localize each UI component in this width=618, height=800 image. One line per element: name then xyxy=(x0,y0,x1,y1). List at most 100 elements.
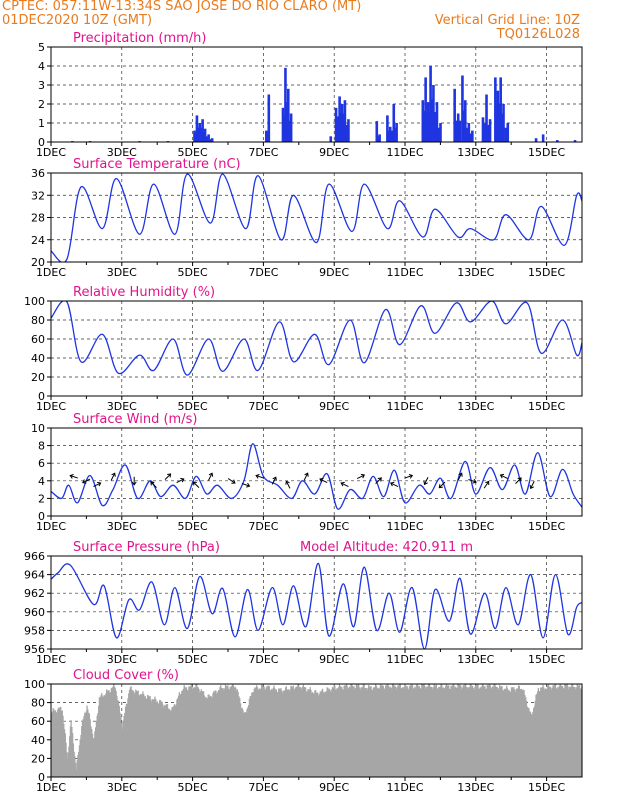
cloud-bar xyxy=(517,685,520,777)
cloud-bar xyxy=(527,707,529,777)
cloud-bar xyxy=(317,693,319,777)
wind-arrowhead xyxy=(192,481,197,486)
cloud-bar xyxy=(176,699,178,777)
wind-vector xyxy=(192,481,200,488)
y-tick-label: 32 xyxy=(31,189,45,202)
grid-line-note: Vertical Grid Line: 10Z xyxy=(434,13,580,28)
cloud-bar xyxy=(314,690,317,777)
cloud-bar xyxy=(222,688,224,777)
wind-vector xyxy=(285,480,291,489)
cloud-bar xyxy=(51,711,54,777)
precip-bar xyxy=(434,112,437,142)
cloud-bar xyxy=(461,689,463,777)
cloud-bar xyxy=(338,686,340,777)
cloud-bar xyxy=(364,687,367,777)
cloud-bar xyxy=(435,684,438,777)
cloud-bar xyxy=(369,686,371,777)
wind-arrowhead xyxy=(340,481,345,487)
cloud-bar xyxy=(101,696,104,777)
y-tick-label: 2 xyxy=(38,98,45,111)
cloud-bar xyxy=(460,686,462,777)
cloud-bar xyxy=(219,687,221,777)
cloud-bar xyxy=(63,729,66,777)
cloud-bar xyxy=(283,690,285,777)
cloud-bar xyxy=(337,689,339,777)
cloud-bar xyxy=(140,694,142,777)
cloud-bar xyxy=(235,690,238,777)
cloud-bar xyxy=(309,687,311,777)
x-tick-label: 13DEC xyxy=(457,146,494,159)
cloud-bar xyxy=(493,684,495,777)
wind-arrowhead xyxy=(246,482,251,488)
cloud-bar xyxy=(561,686,563,777)
x-tick-label: 5DEC xyxy=(178,146,208,159)
wind-arrowhead xyxy=(485,480,490,486)
cloud-bar xyxy=(446,685,448,777)
cloud-bar xyxy=(167,708,169,777)
wind-arrowhead xyxy=(319,477,324,483)
x-tick-label: 11DEC xyxy=(386,266,423,279)
cloud-bar xyxy=(492,687,495,777)
cloud-bar xyxy=(362,684,364,777)
cloud-bar xyxy=(514,691,517,777)
cloud-bar xyxy=(136,690,139,777)
cloud-bar xyxy=(57,707,60,777)
panel-0: 0 1 2 3 4 5 1DEC 3DEC 5DEC 7DEC 9DEC 11DEC 13DEC 15DE… xyxy=(36,31,583,159)
cloud-bar xyxy=(384,688,386,777)
cloud-bar xyxy=(445,684,448,777)
cloud-bar xyxy=(385,685,388,777)
cloud-bar xyxy=(421,684,423,777)
cloud-bar xyxy=(480,688,482,777)
cloud-bar xyxy=(71,733,74,777)
cloud-bar xyxy=(367,687,369,777)
cloud-bar xyxy=(518,685,520,777)
precip-bar xyxy=(426,102,430,142)
cloud-bar xyxy=(80,734,82,777)
precip-bar xyxy=(201,119,204,142)
cloud-bar xyxy=(195,684,197,777)
cloud-bar xyxy=(520,688,522,777)
cloud-bar xyxy=(237,691,239,777)
cloud-bar xyxy=(538,691,540,777)
cloud-bar xyxy=(531,714,533,777)
cloud-bar xyxy=(284,690,286,777)
cloud-bar xyxy=(331,687,334,777)
cloud-bar xyxy=(502,690,504,777)
cloud-bar xyxy=(263,686,265,777)
cloud-bar xyxy=(285,686,288,777)
cloud-bar xyxy=(467,686,469,777)
cloud-bar xyxy=(259,688,261,777)
x-tick-label: 11DEC xyxy=(386,781,423,794)
cloud-bar xyxy=(475,685,477,777)
panel-annotation: Model Altitude: 420.911 m xyxy=(300,540,473,555)
cloud-bar xyxy=(210,696,212,777)
cloud-bar xyxy=(123,716,125,777)
x-tick-label: 11DEC xyxy=(386,653,423,666)
y-tick-label: 3 xyxy=(38,79,45,92)
precip-bar xyxy=(461,75,464,142)
cloud-bar xyxy=(308,689,311,777)
cloud-bar xyxy=(177,695,180,777)
cloud-bar xyxy=(564,684,566,777)
cloud-bar xyxy=(576,684,578,777)
cloud-bar xyxy=(118,705,120,777)
x-tick-label: 1DEC xyxy=(36,781,66,794)
cloud-bar xyxy=(113,686,116,777)
precip-bar xyxy=(210,138,214,142)
cloud-bar xyxy=(104,695,106,777)
precip-bar xyxy=(200,127,203,142)
cloud-bar xyxy=(119,712,121,777)
cloud-bar xyxy=(98,697,101,777)
cloud-bar xyxy=(63,723,65,777)
precip-bar xyxy=(463,100,467,142)
cloud-bar xyxy=(343,685,345,777)
precip-bar xyxy=(502,104,505,142)
cloud-bar xyxy=(533,706,536,777)
wind-vector xyxy=(530,480,535,489)
cloud-bar xyxy=(191,686,193,777)
cloud-bar xyxy=(160,702,163,777)
cloud-bar xyxy=(311,692,314,777)
cloud-bar xyxy=(395,689,398,777)
cloud-bar xyxy=(462,685,465,777)
cloud-bar xyxy=(143,696,146,777)
